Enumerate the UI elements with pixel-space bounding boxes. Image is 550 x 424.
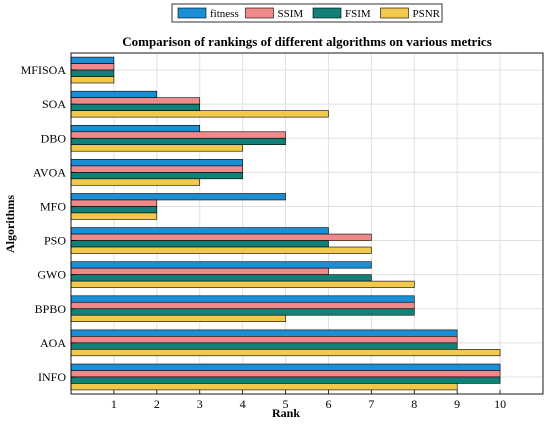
bar-soa-psnr (70, 110, 329, 118)
bar-mfo-fitness (70, 193, 286, 201)
bar-bpbo-psnr (70, 314, 286, 323)
y-tick-label: DBO (41, 131, 67, 145)
bar-avoa-psnr (70, 178, 201, 186)
bar-dbo-ssim (70, 131, 286, 139)
bar-pso-fsim (70, 240, 329, 248)
y-tick-label: GWO (37, 268, 66, 282)
legend-box (171, 3, 443, 23)
bar-mfisoa-fitness (70, 56, 115, 64)
legend-label-psnr: PSNR (413, 8, 441, 20)
bar-gwo-fsim (70, 274, 372, 282)
y-tick-label: BPBO (35, 302, 67, 316)
bar-aoa-ssim (70, 336, 458, 344)
x-tick-label: 7 (368, 397, 374, 411)
bar-gwo-psnr (70, 280, 415, 288)
chart-title: Comparison of rankings of different algo… (122, 34, 492, 49)
x-tick-label: 9 (454, 397, 460, 411)
y-tick-label: INFO (38, 370, 66, 384)
bar-soa-fitness (70, 90, 158, 98)
bar-dbo-psnr (70, 144, 243, 152)
bar-aoa-psnr (70, 349, 501, 357)
bar-info-fsim (70, 376, 501, 384)
legend-swatch-psnr (380, 7, 409, 19)
y-tick-label: AOA (40, 336, 66, 350)
bar-mfo-psnr (70, 212, 158, 220)
bar-soa-ssim (70, 97, 201, 105)
bar-avoa-ssim (70, 165, 243, 173)
bar-bpbo-fsim (70, 308, 415, 316)
bar-avoa-fsim (70, 172, 243, 180)
y-tick-label: MFO (40, 199, 66, 213)
bar-mfo-ssim (70, 199, 158, 207)
legend-swatch-fsim (312, 7, 342, 19)
x-tick-label: 6 (325, 397, 331, 411)
bar-mfo-fsim (70, 206, 158, 214)
legend-swatch-fitness (177, 7, 207, 19)
bar-info-psnr (70, 383, 458, 391)
legend: fitness SSIM FSIM PSNR (171, 3, 443, 23)
x-tick-label: 2 (154, 397, 160, 411)
x-tick-label: 10 (494, 397, 506, 411)
bar-gwo-fitness (70, 261, 372, 269)
bar-pso-ssim (70, 233, 372, 241)
bar-dbo-fitness (70, 124, 201, 133)
x-axis-label: Rank (272, 406, 300, 420)
legend-label-fsim: FSIM (345, 8, 371, 20)
legend-swatch-ssim (245, 7, 274, 19)
y-axis-label: Algorithms (3, 195, 17, 253)
y-tick-label: MFISOA (21, 63, 67, 77)
bar-mfisoa-psnr (70, 76, 115, 84)
bar-info-fitness (70, 363, 501, 371)
bar-pso-fitness (70, 227, 329, 235)
legend-label-fitness: fitness (210, 8, 239, 20)
x-tick-label: 1 (111, 397, 117, 411)
y-tick-label: SOA (42, 97, 66, 111)
bar-info-ssim (70, 370, 501, 378)
x-tick-label: 3 (197, 397, 203, 411)
bar-aoa-fitness (70, 329, 458, 337)
bar-bpbo-fitness (70, 295, 415, 303)
y-tick-label: PSO (44, 234, 66, 248)
bar-soa-fsim (70, 103, 201, 111)
plot-area: 1 2 3 4 5 6 7 8 9 10 MFISOA SOA DBO AVOA MFO PSO GWO BPBO… (21, 52, 544, 411)
bar-mfisoa-ssim (70, 63, 115, 71)
bar-mfisoa-fsim (70, 69, 115, 77)
bar-gwo-ssim (70, 267, 329, 275)
bar-bpbo-ssim (70, 301, 415, 310)
legend-label-ssim: SSIM (278, 8, 304, 20)
plot-frame (70, 52, 544, 395)
x-tick-label: 8 (411, 397, 417, 411)
x-tick-label: 4 (240, 397, 246, 411)
bar-avoa-fitness (70, 159, 243, 167)
bar-dbo-fsim (70, 137, 286, 146)
x-tick-label: 5 (283, 397, 289, 411)
bar-aoa-fsim (70, 342, 458, 350)
y-tick-label: AVOA (33, 165, 66, 179)
bar-pso-psnr (70, 246, 372, 254)
